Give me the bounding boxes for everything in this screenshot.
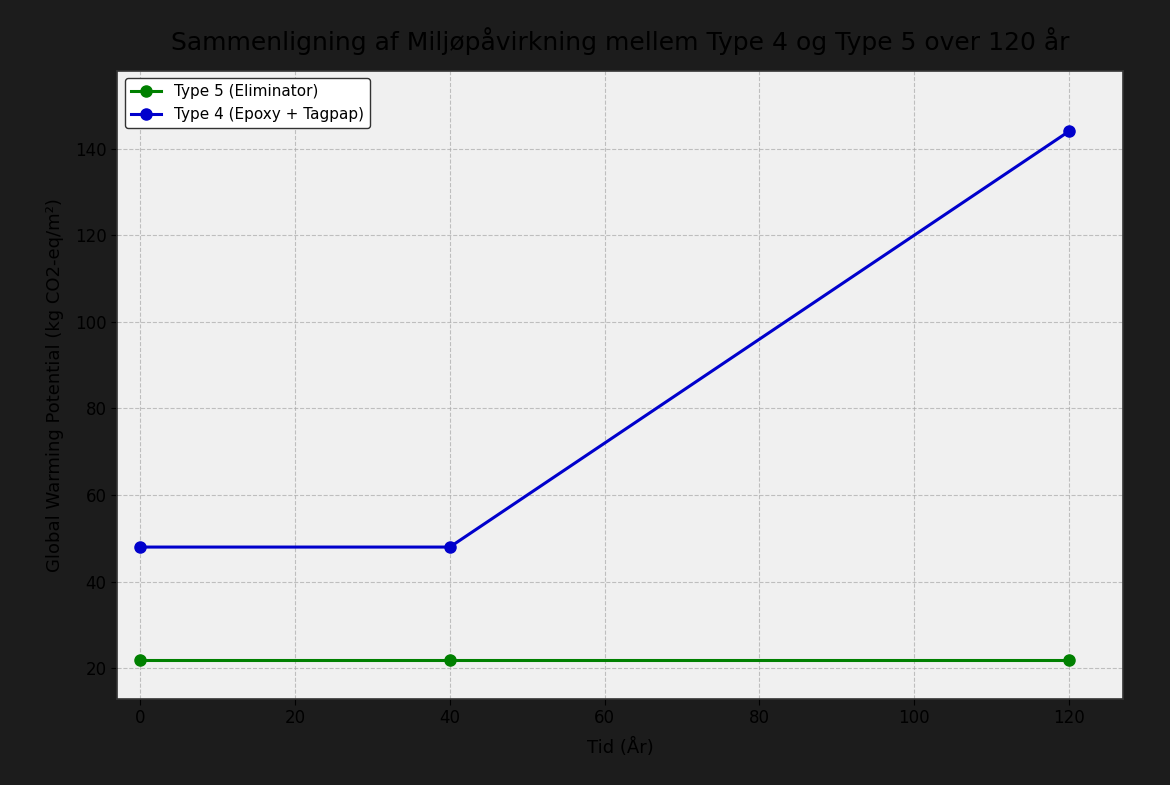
Type 5 (Eliminator) — [133, 655, 147, 664]
Type 5 (Eliminator) — [1062, 655, 1076, 664]
Type 4 (Epoxy + Tagpap) — [133, 542, 147, 552]
Y-axis label: Global Warming Potential (kg CO2-eq/m²): Global Warming Potential (kg CO2-eq/m²) — [46, 198, 63, 571]
Title: Sammenligning af Miljøpåvirkning mellem Type 4 og Type 5 over 120 år: Sammenligning af Miljøpåvirkning mellem … — [171, 27, 1069, 55]
Line: Type 5 (Eliminator): Type 5 (Eliminator) — [135, 654, 1074, 665]
Type 4 (Epoxy + Tagpap) — [442, 542, 456, 552]
Type 4 (Epoxy + Tagpap) — [1062, 126, 1076, 136]
X-axis label: Tid (År): Tid (År) — [586, 738, 654, 758]
Type 5 (Eliminator) — [442, 655, 456, 664]
Line: Type 4 (Epoxy + Tagpap): Type 4 (Epoxy + Tagpap) — [135, 126, 1074, 553]
Legend: Type 5 (Eliminator), Type 4 (Epoxy + Tagpap): Type 5 (Eliminator), Type 4 (Epoxy + Tag… — [125, 78, 370, 128]
